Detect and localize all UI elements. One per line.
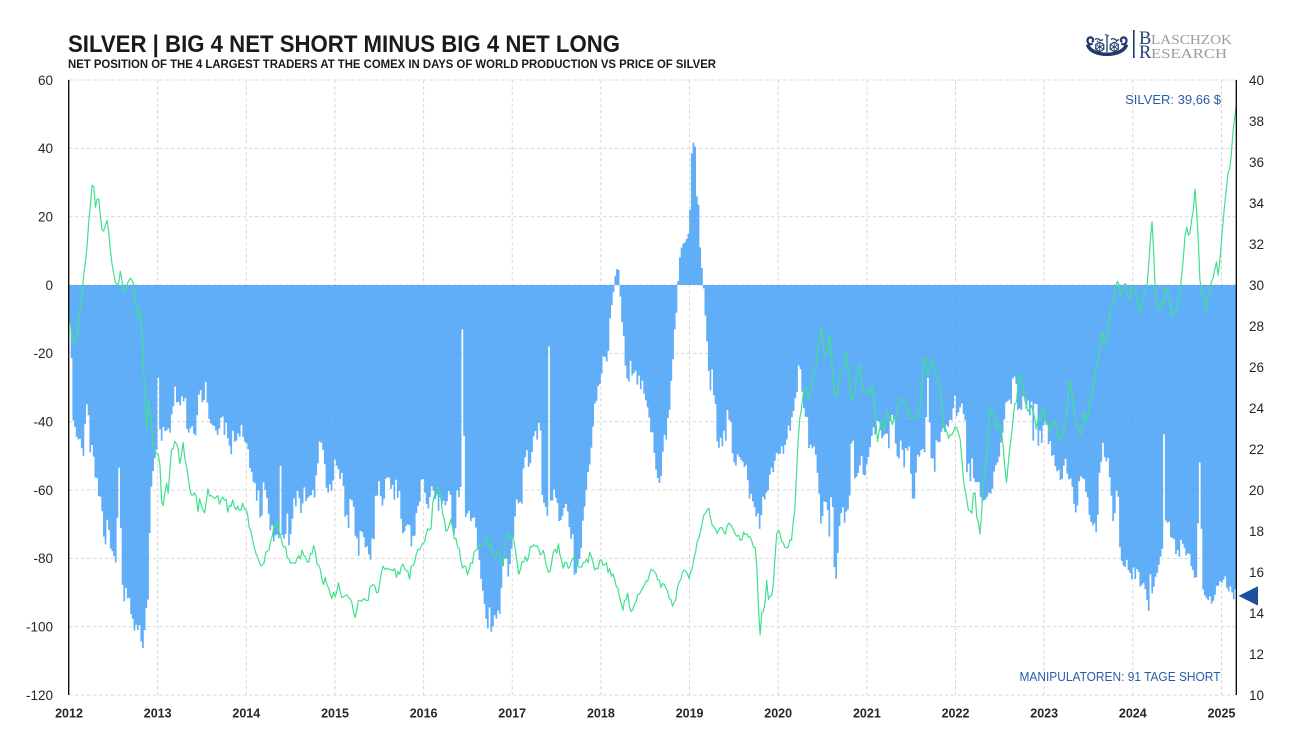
svg-text:2021: 2021 — [853, 707, 881, 721]
svg-text:60: 60 — [38, 73, 53, 88]
svg-text:12: 12 — [1249, 647, 1264, 662]
svg-text:30: 30 — [1249, 278, 1264, 293]
svg-text:-100: -100 — [26, 620, 53, 635]
svg-text:2019: 2019 — [676, 707, 704, 721]
svg-text:18: 18 — [1249, 524, 1264, 539]
svg-text:-40: -40 — [33, 415, 53, 430]
svg-text:2024: 2024 — [1119, 707, 1147, 721]
svg-text:2016: 2016 — [410, 707, 438, 721]
svg-text:-20: -20 — [33, 346, 53, 361]
svg-text:2020: 2020 — [764, 707, 792, 721]
svg-text:MANIPULATOREN: 91 TAGE SHORT: MANIPULATOREN: 91 TAGE SHORT — [1020, 669, 1221, 684]
svg-text:SILVER | BIG 4 NET SHORT MINUS: SILVER | BIG 4 NET SHORT MINUS BIG 4 NET… — [68, 31, 620, 58]
svg-text:32: 32 — [1249, 237, 1264, 252]
svg-text:2015: 2015 — [321, 707, 349, 721]
svg-text:14: 14 — [1249, 606, 1265, 621]
svg-text:36: 36 — [1249, 155, 1264, 170]
svg-text:B: B — [1139, 29, 1151, 49]
svg-text:40: 40 — [1249, 73, 1264, 88]
svg-text:24: 24 — [1249, 401, 1265, 416]
svg-text:20: 20 — [38, 210, 53, 225]
svg-text:LASCHZOK: LASCHZOK — [1151, 33, 1232, 48]
svg-text:2018: 2018 — [587, 707, 615, 721]
svg-text:SILVER: 39,66 $: SILVER: 39,66 $ — [1125, 92, 1222, 107]
svg-text:16: 16 — [1249, 565, 1264, 580]
svg-text:R: R — [1139, 43, 1152, 63]
svg-text:NET POSITION OF THE 4 LARGEST: NET POSITION OF THE 4 LARGEST TRADERS AT… — [68, 57, 716, 71]
svg-text:34: 34 — [1249, 196, 1265, 211]
svg-text:-60: -60 — [33, 483, 53, 498]
svg-text:26: 26 — [1249, 360, 1264, 375]
svg-text:2022: 2022 — [942, 707, 970, 721]
svg-text:2013: 2013 — [144, 707, 172, 721]
svg-text:20: 20 — [1249, 483, 1264, 498]
svg-text:38: 38 — [1249, 114, 1264, 129]
svg-text:2017: 2017 — [498, 707, 526, 721]
svg-text:40: 40 — [38, 141, 53, 156]
svg-text:-120: -120 — [26, 688, 53, 703]
svg-text:2012: 2012 — [55, 707, 83, 721]
svg-text:-80: -80 — [33, 551, 53, 566]
svg-text:22: 22 — [1249, 442, 1264, 457]
svg-text:2025: 2025 — [1208, 707, 1236, 721]
svg-text:2023: 2023 — [1030, 707, 1058, 721]
svg-text:10: 10 — [1249, 688, 1264, 703]
svg-text:28: 28 — [1249, 319, 1264, 334]
svg-text:2014: 2014 — [232, 707, 260, 721]
svg-text:0: 0 — [45, 278, 53, 293]
svg-text:ESEARCH: ESEARCH — [1151, 47, 1227, 62]
